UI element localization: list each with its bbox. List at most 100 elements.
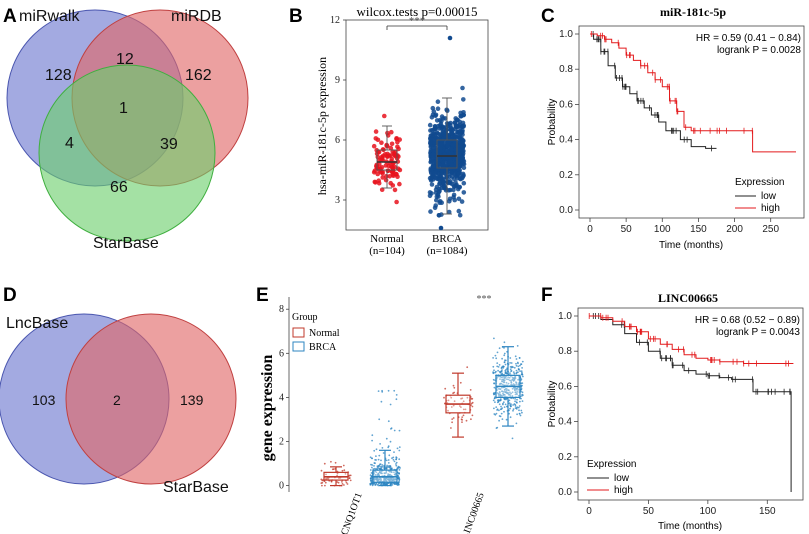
venn-count-mirwalk-starbase: 4 [65, 135, 74, 152]
point-e-brca [492, 399, 495, 402]
point-b-brca [429, 115, 435, 120]
point-e-normal [342, 464, 345, 467]
point-b-brca [460, 155, 466, 161]
panel-label-c: C [541, 6, 555, 27]
point-e-brca [380, 470, 383, 473]
point-e-normal [460, 406, 462, 408]
point-e-brca [389, 440, 392, 443]
point-e-brca [505, 368, 507, 371]
point-e-brca [391, 457, 393, 460]
point-e-brca [517, 365, 520, 368]
point-e-brca [371, 434, 374, 437]
point-e-brca [371, 482, 373, 485]
panel-e-legend-brca: BRCA [309, 342, 337, 353]
point-e-normal [452, 384, 455, 387]
point-e-brca [511, 391, 514, 394]
point-e-normal [320, 469, 323, 472]
point-e-brca [516, 413, 518, 416]
y-tick-label-e-0: 0 [279, 481, 284, 492]
km-y-tick-label-0: 0.0 [558, 487, 572, 498]
point-e-normal [337, 481, 340, 484]
point-e-brca [498, 403, 501, 406]
point-e-brca [383, 478, 386, 480]
point-e-brca [521, 382, 524, 384]
point-b-brca [432, 205, 438, 211]
point-e-brca [517, 389, 519, 391]
point-b-normal [379, 140, 384, 145]
point-e-normal [470, 402, 473, 405]
point-b-brca [432, 124, 438, 129]
point-e-brca [377, 472, 380, 475]
panel-e: E gene expression 0 2 4 6 8 Group Normal BRC… [256, 285, 524, 534]
point-e-brca [390, 478, 393, 481]
y-tick-label-e-1: 2 [279, 437, 284, 448]
point-e-brca [515, 389, 518, 391]
venn-set-label-lncbase: LncBase [6, 315, 68, 332]
group-label-brca: BRCA [432, 233, 462, 245]
point-e-normal [320, 478, 323, 481]
point-e-brca [507, 382, 510, 385]
point-e-brca [509, 391, 511, 394]
point-b-normal [388, 180, 394, 186]
point-e-normal [461, 419, 463, 421]
point-e-brca [398, 466, 401, 469]
panel-label-a: A [3, 6, 17, 27]
point-b-brca [428, 148, 434, 153]
point-e-brca [398, 429, 401, 432]
point-e-brca [502, 392, 504, 395]
point-e-brca [393, 451, 395, 453]
point-e-brca [387, 446, 390, 449]
panel-d: D LncBase StarBase 103 2 139 [0, 285, 237, 496]
point-e-brca [521, 373, 524, 376]
point-e-normal [338, 477, 340, 479]
point-e-brca [518, 412, 521, 415]
panel-b-points [371, 35, 467, 231]
point-e-brca [387, 462, 390, 464]
point-e-brca [515, 369, 518, 372]
point-b-normal [394, 171, 399, 177]
point-e-brca [496, 351, 499, 354]
km-y-tick-label-2: 0.4 [559, 135, 573, 146]
point-e-brca [519, 400, 521, 403]
point-b-brca [455, 117, 461, 123]
point-e-brca [515, 383, 518, 386]
point-b-brca [461, 165, 467, 170]
point-e-brca [385, 480, 388, 482]
point-e-brca [504, 391, 507, 393]
point-e-normal [461, 421, 463, 423]
point-e-normal [453, 391, 456, 394]
point-e-brca [517, 394, 520, 397]
point-e-brca [503, 361, 506, 363]
panel-b-title: wilcox.tests p=0.00015 [356, 4, 477, 19]
point-e-brca [504, 359, 507, 362]
point-b-brca [429, 182, 435, 187]
category-label-linc00665: LINC00665 [460, 491, 487, 534]
point-e-brca [498, 409, 500, 412]
panel-f-xlabel: Time (months) [658, 521, 722, 532]
point-e-normal [447, 409, 449, 412]
panel-b-boxes [376, 97, 458, 215]
point-e-brca [398, 469, 401, 471]
point-b-brca [445, 140, 451, 146]
point-e-brca [385, 459, 388, 462]
point-b-brca [452, 184, 458, 189]
point-b-brca [430, 174, 435, 179]
point-b-brca [441, 163, 446, 168]
point-e-brca [377, 458, 380, 461]
point-e-brca [498, 364, 501, 366]
point-e-brca [496, 408, 499, 411]
point-e-brca [498, 347, 501, 350]
panel-f-logrank: logrank P = 0.0043 [716, 327, 800, 338]
venn-set-label-starbase: StarBase [93, 235, 159, 252]
point-e-normal [325, 473, 327, 476]
panel-e-ylabel: gene expression [259, 354, 276, 461]
point-e-brca [381, 447, 384, 449]
venn-set-label-mirwalk: miRwalk [19, 8, 80, 25]
point-b-brca [459, 199, 465, 204]
point-b-normal [380, 169, 385, 174]
panel-c-legend-title: Expression [735, 177, 784, 188]
point-e-normal [348, 477, 351, 480]
point-e-brca [517, 371, 519, 374]
point-e-normal [453, 386, 456, 389]
outlier-b-brca [447, 35, 453, 41]
